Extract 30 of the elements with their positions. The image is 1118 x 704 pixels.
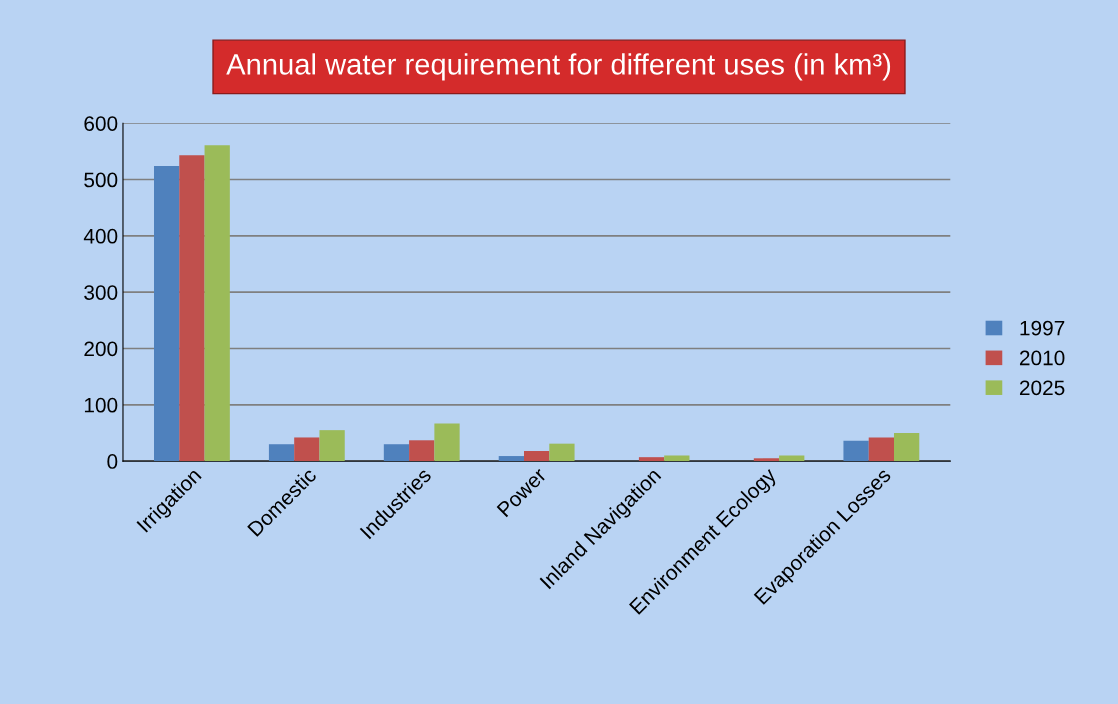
bar — [638, 457, 665, 462]
y-tick-label: 600 — [84, 116, 118, 131]
bar — [383, 444, 410, 462]
chart-title: Annual water requirement for different uses (in km³) — [226, 53, 891, 81]
bar — [409, 440, 435, 462]
bar — [268, 444, 295, 462]
bar — [664, 455, 690, 462]
y-tick-label: 100 — [84, 397, 118, 413]
bar — [204, 145, 230, 462]
legend-label: 2025 — [1019, 380, 1065, 396]
bar — [319, 430, 345, 462]
bar — [894, 432, 920, 462]
bar — [498, 456, 524, 462]
y-tick-label: 200 — [84, 341, 118, 357]
bar — [868, 437, 894, 462]
bar — [549, 443, 575, 462]
bar — [434, 423, 460, 462]
bar — [294, 437, 320, 462]
y-tick-label: 400 — [83, 228, 118, 244]
y-tick-label: 500 — [84, 172, 118, 188]
bar — [779, 455, 805, 462]
bar — [154, 166, 180, 462]
bar — [179, 155, 205, 462]
y-tick-label: 0 — [107, 454, 118, 469]
legend-label: 1997 — [1020, 320, 1065, 336]
bar — [843, 440, 869, 462]
bar — [753, 458, 780, 462]
y-tick-label: 300 — [84, 285, 118, 300]
legend-label: 2010 — [1019, 350, 1065, 366]
bar — [524, 450, 550, 462]
